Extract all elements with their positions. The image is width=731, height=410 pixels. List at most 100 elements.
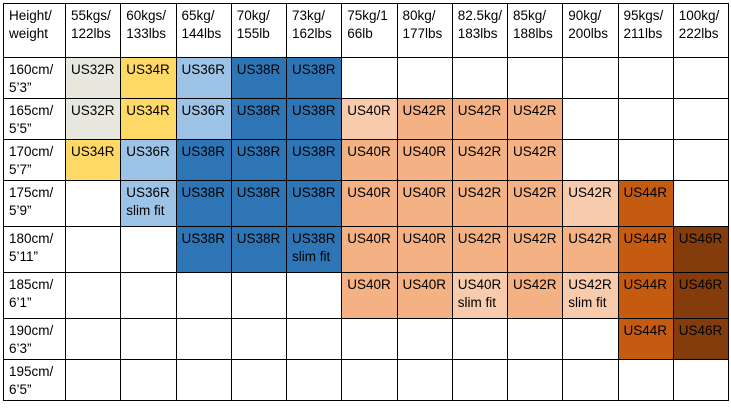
column-header-weight: 65kg/ 144lbs bbox=[175, 3, 232, 58]
empty-cell bbox=[396, 359, 453, 402]
empty-cell bbox=[120, 318, 177, 361]
size-cell: US40R bbox=[396, 180, 453, 228]
empty-cell bbox=[396, 318, 453, 361]
empty-cell bbox=[230, 272, 288, 320]
size-cell: US38R bbox=[175, 139, 232, 182]
size-cell: US38R bbox=[230, 180, 288, 228]
empty-cell bbox=[341, 359, 398, 402]
column-header-weight: 95kgs/ 211lbs bbox=[617, 3, 674, 58]
size-cell: US40R bbox=[341, 226, 398, 274]
size-cell: US42R bbox=[506, 180, 564, 228]
size-cell: US42R bbox=[562, 180, 619, 228]
empty-cell bbox=[230, 359, 288, 402]
size-cell: US38R bbox=[230, 139, 288, 182]
size-cell: US46R bbox=[672, 272, 730, 320]
size-cell: US42R bbox=[451, 139, 509, 182]
size-cell: US40R bbox=[341, 98, 398, 141]
size-cell: US34R bbox=[64, 139, 122, 182]
empty-cell bbox=[120, 272, 177, 320]
table-row: 180cm/ 5’11” US38R US38R US38R slim fit US40… bbox=[3, 226, 730, 274]
empty-cell bbox=[562, 98, 619, 141]
row-label-height: 185cm/ 6’1” bbox=[3, 272, 66, 320]
row-label-height: 175cm/ 5’9” bbox=[3, 180, 66, 228]
empty-cell bbox=[64, 272, 122, 320]
empty-cell bbox=[617, 139, 674, 182]
size-chart-page: Height/ weight 55kgs/ 122lbs 60kgs/ 133lbs… bbox=[3, 3, 730, 402]
table-row: 160cm/ 5’3” US32R US34R US36R US38R US38R bbox=[3, 56, 730, 100]
empty-cell bbox=[285, 359, 343, 402]
empty-cell bbox=[672, 139, 730, 182]
table-row: 165cm/ 5’5” US32R US34R US36R US38R US38R US40… bbox=[3, 98, 730, 141]
size-cell: US42R bbox=[451, 98, 509, 141]
empty-cell bbox=[64, 359, 122, 402]
size-cell: US42R bbox=[506, 98, 564, 141]
row-label-height: 195cm/ 6’5” bbox=[3, 359, 66, 402]
empty-cell bbox=[562, 56, 619, 100]
size-cell: US44R bbox=[617, 318, 674, 361]
size-cell: US42R bbox=[451, 180, 509, 228]
size-cell: US42R bbox=[396, 98, 453, 141]
size-chart-table: Height/ weight 55kgs/ 122lbs 60kgs/ 133lbs… bbox=[3, 3, 730, 402]
header-row: Height/ weight 55kgs/ 122lbs 60kgs/ 133lbs… bbox=[3, 3, 730, 58]
empty-cell bbox=[285, 272, 343, 320]
column-header-weight: 80kg/ 177lbs bbox=[396, 3, 453, 58]
size-cell: US36R slim fit bbox=[120, 180, 177, 228]
table-row: 195cm/ 6’5” bbox=[3, 359, 730, 402]
size-cell: US36R bbox=[120, 139, 177, 182]
size-cell: US42R bbox=[506, 272, 564, 320]
empty-cell bbox=[672, 359, 730, 402]
empty-cell bbox=[341, 56, 398, 100]
empty-cell bbox=[506, 359, 564, 402]
empty-cell bbox=[451, 318, 509, 361]
empty-cell bbox=[64, 318, 122, 361]
empty-cell bbox=[175, 272, 232, 320]
size-cell: US44R bbox=[617, 272, 674, 320]
column-header-weight: 75kg/1 66lb bbox=[341, 3, 398, 58]
size-cell: US42R bbox=[506, 139, 564, 182]
size-cell: US40R slim fit bbox=[451, 272, 509, 320]
size-cell: US38R bbox=[175, 180, 232, 228]
empty-cell bbox=[562, 318, 619, 361]
size-cell: US42R bbox=[506, 226, 564, 274]
row-label-height: 165cm/ 5’5” bbox=[3, 98, 66, 141]
size-cell: US34R bbox=[120, 56, 177, 100]
size-cell: US44R bbox=[617, 180, 674, 228]
column-header-weight: 70kg/ 155lb bbox=[230, 3, 288, 58]
empty-cell bbox=[506, 56, 564, 100]
empty-cell bbox=[175, 359, 232, 402]
size-cell: US36R bbox=[175, 56, 232, 100]
row-label-height: 180cm/ 5’11” bbox=[3, 226, 66, 274]
empty-cell bbox=[451, 359, 509, 402]
empty-cell bbox=[672, 180, 730, 228]
empty-cell bbox=[175, 318, 232, 361]
size-cell: US42R bbox=[562, 226, 619, 274]
size-cell: US36R bbox=[175, 98, 232, 141]
size-cell: US38R bbox=[285, 180, 343, 228]
size-cell: US42R bbox=[451, 226, 509, 274]
size-cell: US38R bbox=[175, 226, 232, 274]
size-cell: US46R bbox=[672, 226, 730, 274]
table-row: 170cm/ 5’7” US34R US36R US38R US38R US38R US40… bbox=[3, 139, 730, 182]
size-cell: US46R bbox=[672, 318, 730, 361]
empty-cell bbox=[285, 318, 343, 361]
column-header-weight: 85kg/ 188lbs bbox=[506, 3, 564, 58]
row-label-height: 190cm/ 6’3” bbox=[3, 318, 66, 361]
table-row: 190cm/ 6’3” US44R US46R bbox=[3, 318, 730, 361]
empty-cell bbox=[506, 318, 564, 361]
size-cell: US38R bbox=[230, 98, 288, 141]
empty-cell bbox=[341, 318, 398, 361]
row-label-height: 170cm/ 5’7” bbox=[3, 139, 66, 182]
size-cell: US40R bbox=[341, 180, 398, 228]
empty-cell bbox=[396, 56, 453, 100]
size-cell: US38R bbox=[230, 226, 288, 274]
row-label-height: 160cm/ 5’3” bbox=[3, 56, 66, 100]
empty-cell bbox=[672, 98, 730, 141]
empty-cell bbox=[120, 226, 177, 274]
size-cell: US40R bbox=[396, 226, 453, 274]
empty-cell bbox=[562, 139, 619, 182]
size-cell: US34R bbox=[120, 98, 177, 141]
size-cell: US38R bbox=[230, 56, 288, 100]
empty-cell bbox=[451, 56, 509, 100]
column-header-weight: 55kgs/ 122lbs bbox=[64, 3, 122, 58]
empty-cell bbox=[672, 56, 730, 100]
